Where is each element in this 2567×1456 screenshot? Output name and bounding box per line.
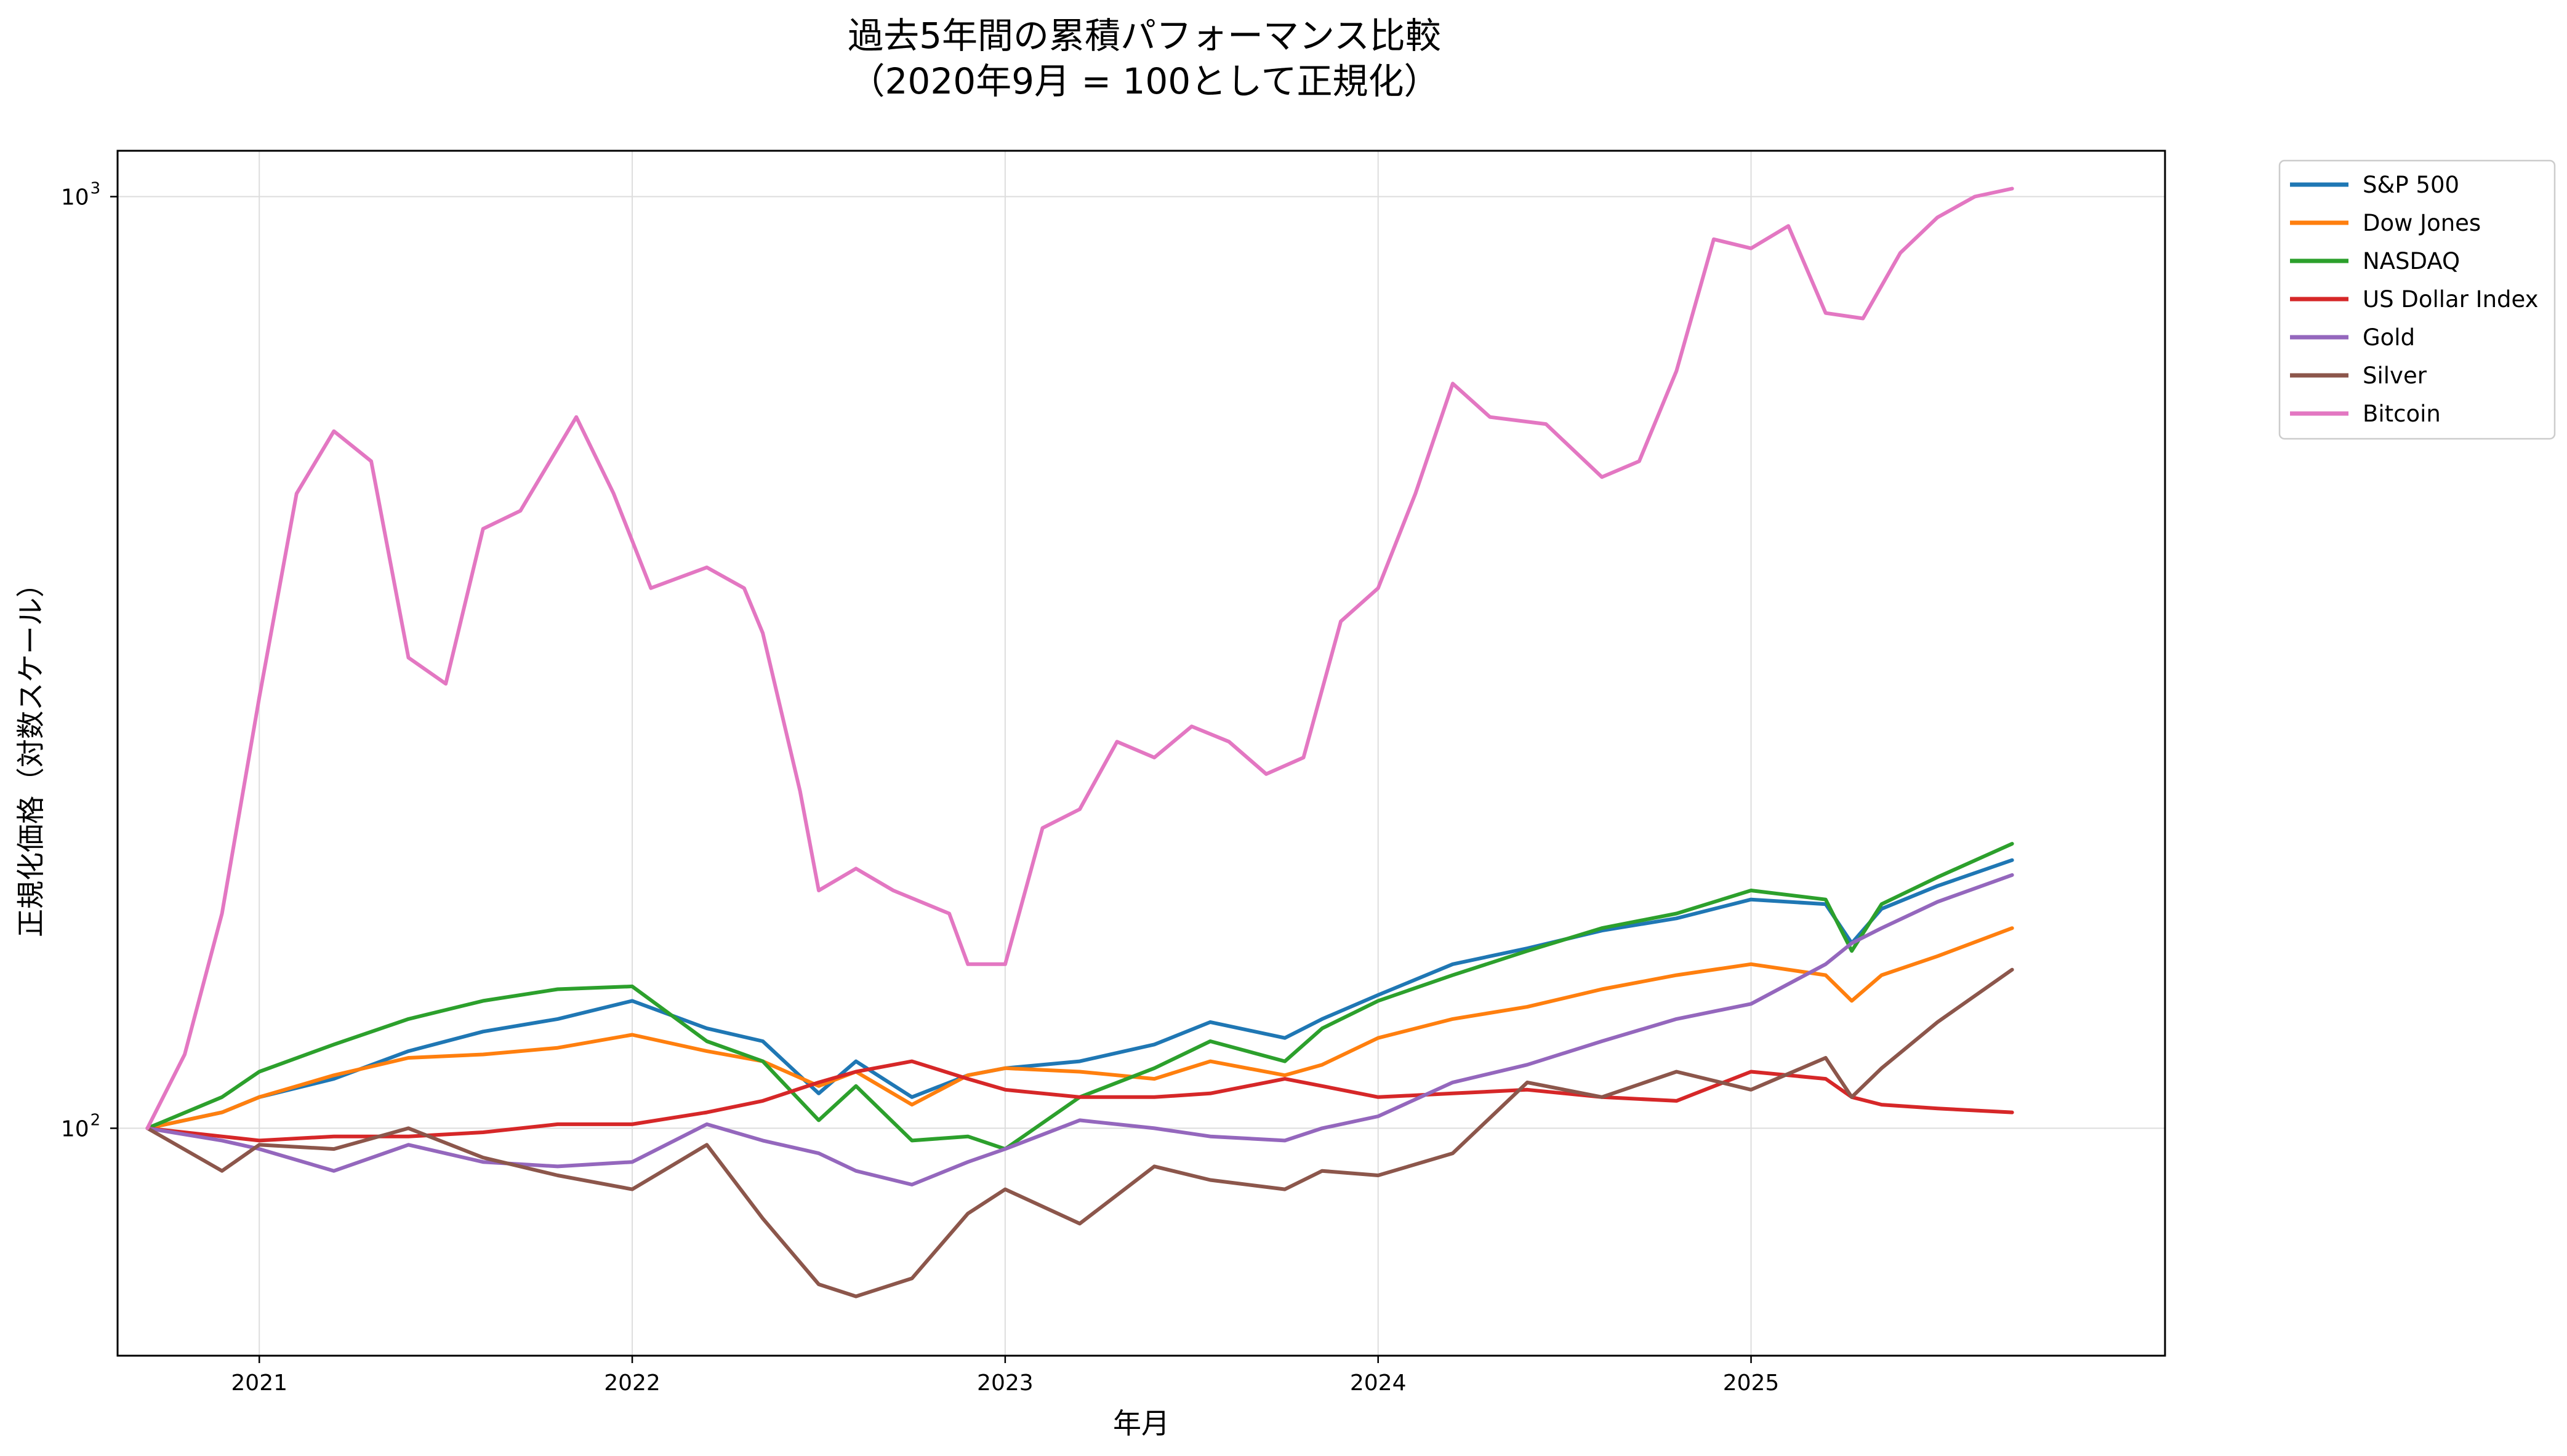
series-line-4 (145, 873, 2014, 1186)
x-axis-ticks: 2021 2022 2023 2024 2025 (231, 1356, 1779, 1396)
y-tick-exponent-1: 3 (90, 180, 101, 198)
y-tick-exponent-0: 2 (90, 1111, 101, 1129)
chart-subtitle: （2020年9月 = 100として正規化） (850, 60, 1440, 102)
chart-title: 過去5年間の累積パフォーマンス比較 (848, 15, 1441, 57)
y-axis-label: 正規化価格（対数スケール） (14, 569, 47, 937)
series-line-0 (145, 858, 2014, 1130)
plot-frame (116, 150, 2166, 1357)
series-line-5 (145, 967, 2014, 1298)
legend-box (2278, 159, 2556, 440)
x-axis-label: 年月 (1113, 1407, 1170, 1440)
plot-area (116, 150, 2166, 1357)
legend-label-4: Gold (2363, 324, 2415, 351)
x-tick-label-4: 2025 (1723, 1370, 1780, 1396)
legend-label-3: US Dollar Index (2363, 286, 2539, 313)
series-line-6 (145, 186, 2014, 1130)
x-tick-label-2: 2023 (977, 1370, 1034, 1396)
series-line-1 (145, 926, 2014, 1130)
legend-label-2: NASDAQ (2363, 248, 2460, 274)
series-layer (145, 186, 2014, 1298)
legend-label-6: Bitcoin (2363, 401, 2441, 427)
x-tick-label-0: 2021 (231, 1370, 287, 1396)
legend: S&P 500 Dow Jones NASDAQ US Dollar Index Gol… (2278, 159, 2556, 440)
series-line-3 (145, 1059, 2014, 1143)
x-tick-label-1: 2022 (604, 1370, 661, 1396)
x-tick-label-3: 2024 (1350, 1370, 1407, 1396)
legend-label-5: Silver (2363, 362, 2427, 389)
legend-label-1: Dow Jones (2363, 210, 2481, 236)
legend-label-0: S&P 500 (2363, 172, 2459, 198)
